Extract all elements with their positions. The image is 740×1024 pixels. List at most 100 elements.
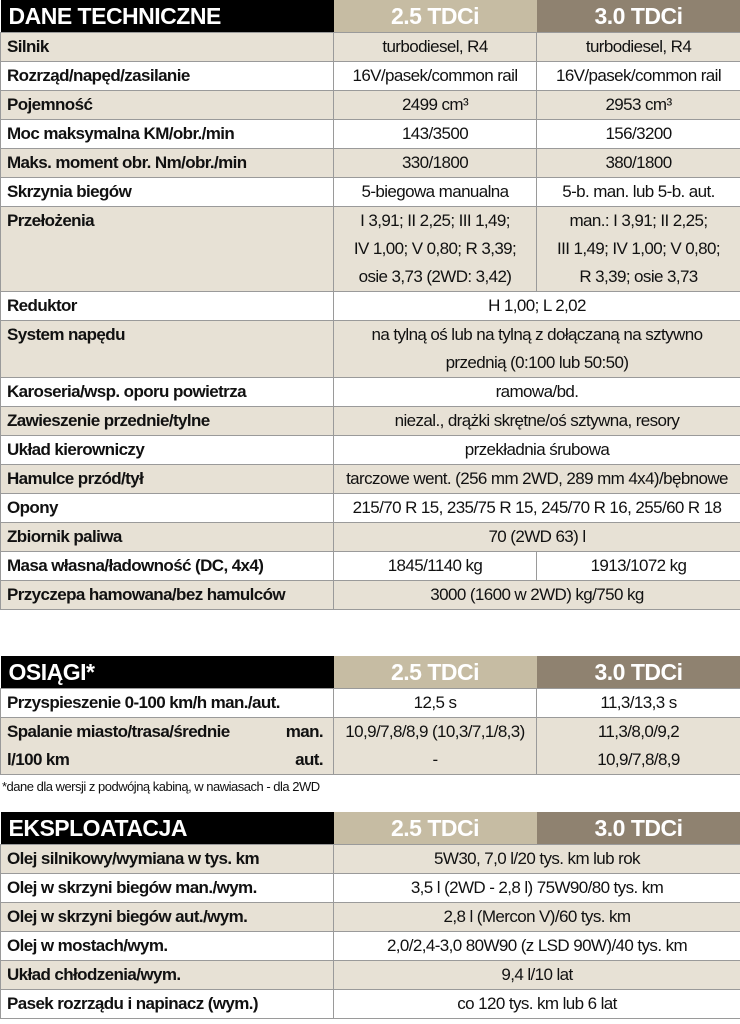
table-row: System napędu na tylną oś lub na tylną z …	[0, 320, 740, 378]
column-header-2-5-tdci: 2.5 TDCi	[333, 0, 537, 33]
value-2-5-tdci: turbodiesel, R4	[333, 32, 537, 62]
table-row: Olej w mostach/wym. 2,0/2,4-3,0 80W90 (z …	[0, 931, 740, 961]
spec-table: DANE TECHNICZNE 2.5 TDCi 3.0 TDCi Silnik tur…	[0, 0, 740, 610]
row-label: Przełożenia	[0, 206, 334, 292]
column-header-3-0-tdci: 3.0 TDCi	[536, 812, 740, 845]
section-operation: EKSPLOATACJA 2.5 TDCi 3.0 TDCi Olej silniko…	[0, 812, 740, 1019]
row-label: Pasek rozrządu i napinacz (wym.)	[0, 989, 334, 1019]
table-header: OSIĄGI* 2.5 TDCi 3.0 TDCi	[0, 656, 740, 689]
table-row: Silnik turbodiesel, R4 turbodiesel, R4	[0, 32, 740, 62]
table-row: Olej w skrzyni biegów man./wym. 3,5 l (2W…	[0, 873, 740, 903]
table-row: Zawieszenie przednie/tylne niezal., drążk…	[0, 406, 740, 436]
row-label: Skrzynia biegów	[0, 177, 334, 207]
value-both: co 120 tys. km lub 6 lat	[333, 989, 740, 1019]
table-row: Przyspieszenie 0-100 km/h man./aut. 12,5 …	[0, 688, 740, 718]
value-both: niezal., drążki skrętne/oś sztywna, reso…	[333, 406, 740, 436]
value-3-0-tdci: 1913/1072 kg	[536, 551, 740, 581]
table-row: Przełożenia I 3,91; II 2,25; III 1,49; IV…	[0, 206, 740, 292]
value-3-0-tdci: 11,3/13,3 s	[536, 688, 740, 718]
table-row: Moc maksymalna KM/obr./min 143/3500 156/32…	[0, 119, 740, 149]
row-label: Karoseria/wsp. oporu powietrza	[0, 377, 334, 407]
table-row: Opony 215/70 R 15, 235/75 R 15, 245/70 R …	[0, 493, 740, 523]
value-3-0-tdci: 11,3/8,0/9,2 10,9/7,8/8,9	[536, 717, 740, 775]
table-row: Układ chłodzenia/wym. 9,4 l/10 lat	[0, 960, 740, 990]
value-both: 70 (2WD 63) l	[333, 522, 740, 552]
section-technical-data: DANE TECHNICZNE 2.5 TDCi 3.0 TDCi Silnik tur…	[0, 0, 740, 610]
table-row: Zbiornik paliwa 70 (2WD 63) l	[0, 522, 740, 552]
table-row: Karoseria/wsp. oporu powietrza ramowa/bd.	[0, 377, 740, 407]
row-label: Opony	[0, 493, 334, 523]
table-row: Olej w skrzyni biegów aut./wym. 2,8 l (Me…	[0, 902, 740, 932]
table-row: Skrzynia biegów 5-biegowa manualna 5-b. ma…	[0, 177, 740, 207]
row-label: Zawieszenie przednie/tylne	[0, 406, 334, 436]
section-performance: OSIĄGI* 2.5 TDCi 3.0 TDCi Przyspieszenie 0-…	[0, 656, 740, 775]
row-label: Spalanie miasto/trasa/średnie l/100 km	[7, 722, 230, 769]
value-2-5-tdci: 1845/1140 kg	[333, 551, 537, 581]
value-both: 3000 (1600 w 2WD) kg/750 kg	[333, 580, 740, 610]
section-title: DANE TECHNICZNE	[0, 0, 334, 33]
value-3-0-tdci: 16V/pasek/common rail	[536, 61, 740, 91]
value-both: 2,8 l (Mercon V)/60 tys. km	[333, 902, 740, 932]
row-sublabel: man. aut.	[285, 722, 324, 769]
row-label: Moc maksymalna KM/obr./min	[0, 119, 334, 149]
table-row: Reduktor H 1,00; L 2,02	[0, 291, 740, 321]
value-3-0-tdci: turbodiesel, R4	[536, 32, 740, 62]
table-row: Rozrząd/napęd/zasilanie 16V/pasek/common …	[0, 61, 740, 91]
row-label: Silnik	[0, 32, 334, 62]
row-label: Rozrząd/napęd/zasilanie	[0, 61, 334, 91]
table-row: Pasek rozrządu i napinacz (wym.) co 120 t…	[0, 989, 740, 1019]
table-header: DANE TECHNICZNE 2.5 TDCi 3.0 TDCi	[0, 0, 740, 33]
value-both: ramowa/bd.	[333, 377, 740, 407]
value-2-5-tdci: 2499 cm³	[333, 90, 537, 120]
table-row: Przyczepa hamowana/bez hamulców 3000 (160…	[0, 580, 740, 610]
value-2-5-tdci: I 3,91; II 2,25; III 1,49; IV 1,00; V 0,…	[333, 206, 537, 292]
value-both: H 1,00; L 2,02	[333, 291, 740, 321]
row-label: System napędu	[0, 320, 334, 378]
value-3-0-tdci: 156/3200	[536, 119, 740, 149]
row-label: Olej silnikowy/wymiana w tys. km	[0, 844, 334, 874]
value-3-0-tdci: 380/1800	[536, 148, 740, 178]
table-row: Pojemność 2499 cm³ 2953 cm³	[0, 90, 740, 120]
column-header-2-5-tdci: 2.5 TDCi	[333, 656, 537, 689]
row-label: Olej w skrzyni biegów man./wym.	[0, 873, 334, 903]
value-3-0-tdci: 5-b. man. lub 5-b. aut.	[536, 177, 740, 207]
section-title: EKSPLOATACJA	[0, 812, 334, 845]
row-label: Olej w skrzyni biegów aut./wym.	[0, 902, 334, 932]
spec-table: EKSPLOATACJA 2.5 TDCi 3.0 TDCi Olej silniko…	[0, 812, 740, 1019]
table-row: Układ kierowniczy przekładnia śrubowa	[0, 435, 740, 465]
row-label: Pojemność	[0, 90, 334, 120]
row-label: Masa własna/ładowność (DC, 4x4)	[0, 551, 334, 581]
column-header-2-5-tdci: 2.5 TDCi	[333, 812, 537, 845]
value-2-5-tdci: 330/1800	[333, 148, 537, 178]
column-header-3-0-tdci: 3.0 TDCi	[536, 656, 740, 689]
value-both: tarczowe went. (256 mm 2WD, 289 mm 4x4)/…	[333, 464, 740, 494]
table-row: Spalanie miasto/trasa/średnie l/100 km ma…	[0, 717, 740, 775]
table-row: Hamulce przód/tył tarczowe went. (256 mm …	[0, 464, 740, 494]
value-2-5-tdci: 10,9/7,8/8,9 (10,3/7,1/8,3) -	[333, 717, 537, 775]
table-header: EKSPLOATACJA 2.5 TDCi 3.0 TDCi	[0, 812, 740, 845]
row-label: Układ chłodzenia/wym.	[0, 960, 334, 990]
row-label: Reduktor	[0, 291, 334, 321]
value-both: przekładnia śrubowa	[333, 435, 740, 465]
value-3-0-tdci: man.: I 3,91; II 2,25; III 1,49; IV 1,00…	[536, 206, 740, 292]
value-2-5-tdci: 16V/pasek/common rail	[333, 61, 537, 91]
row-label: Olej w mostach/wym.	[0, 931, 334, 961]
row-label-cell: Spalanie miasto/trasa/średnie l/100 km ma…	[0, 717, 334, 775]
value-both: 3,5 l (2WD - 2,8 l) 75W90/80 tys. km	[333, 873, 740, 903]
row-label: Przyspieszenie 0-100 km/h man./aut.	[0, 688, 334, 718]
value-both: 215/70 R 15, 235/75 R 15, 245/70 R 16, 2…	[333, 493, 740, 523]
value-3-0-tdci: 2953 cm³	[536, 90, 740, 120]
table-row: Olej silnikowy/wymiana w tys. km 5W30, 7,…	[0, 844, 740, 874]
row-label: Hamulce przód/tył	[0, 464, 334, 494]
spec-table: OSIĄGI* 2.5 TDCi 3.0 TDCi Przyspieszenie 0-…	[0, 656, 740, 775]
row-label: Maks. moment obr. Nm/obr./min	[0, 148, 334, 178]
value-2-5-tdci: 12,5 s	[333, 688, 537, 718]
value-2-5-tdci: 143/3500	[333, 119, 537, 149]
value-2-5-tdci: 5-biegowa manualna	[333, 177, 537, 207]
row-label: Układ kierowniczy	[0, 435, 334, 465]
row-label: Przyczepa hamowana/bez hamulców	[0, 580, 334, 610]
value-both: na tylną oś lub na tylną z dołączaną na …	[333, 320, 740, 378]
value-both: 2,0/2,4-3,0 80W90 (z LSD 90W)/40 tys. km	[333, 931, 740, 961]
column-header-3-0-tdci: 3.0 TDCi	[536, 0, 740, 33]
table-row: Masa własna/ładowność (DC, 4x4) 1845/1140…	[0, 551, 740, 581]
